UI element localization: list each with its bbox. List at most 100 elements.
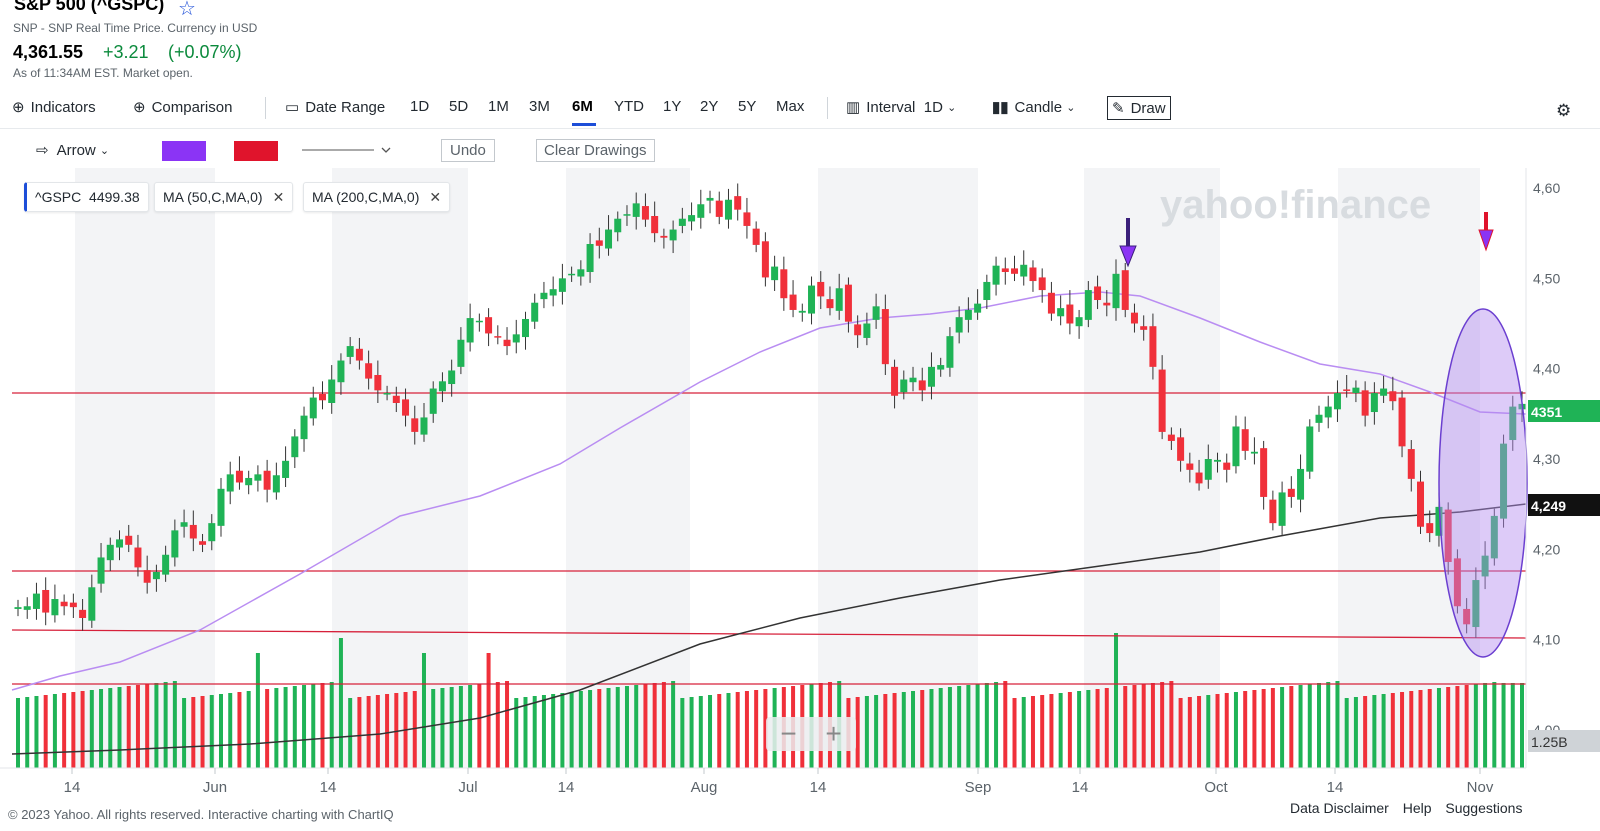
draw-button[interactable]: ✎ Draw bbox=[1107, 96, 1171, 120]
volume-bar bbox=[911, 691, 916, 768]
candle bbox=[1057, 295, 1065, 326]
chevron-down-icon: ⌄ bbox=[99, 144, 110, 157]
candle bbox=[918, 367, 926, 402]
volume-bar bbox=[892, 693, 897, 768]
close-icon[interactable]: ✕ bbox=[272, 188, 285, 205]
range-1m[interactable]: 1M bbox=[488, 98, 509, 115]
candle bbox=[577, 260, 585, 286]
volume-bar bbox=[1280, 687, 1285, 768]
candle bbox=[974, 289, 982, 320]
volume-bar bbox=[43, 695, 48, 768]
chevron-down-icon: ⌄ bbox=[947, 101, 957, 114]
settings-gear-icon[interactable]: ⚙ bbox=[1556, 101, 1572, 120]
candle bbox=[946, 327, 954, 377]
price-change-percent: (+0.07%) bbox=[168, 42, 242, 62]
candle bbox=[835, 273, 843, 320]
legend-symbol-chip[interactable]: ^GSPC 4499.38 bbox=[24, 182, 149, 212]
range-6m[interactable]: 6M bbox=[572, 98, 593, 115]
candle bbox=[374, 360, 382, 403]
volume-bar bbox=[1344, 698, 1349, 768]
drawing-tool-dropdown[interactable]: ⇨ Arrow ⌄ bbox=[36, 141, 110, 160]
legend-symbol-value: 4499.38 bbox=[89, 189, 140, 205]
candle bbox=[1343, 374, 1351, 398]
comparison-button[interactable]: ⊕ Comparison bbox=[133, 98, 232, 117]
range-2y[interactable]: 2Y bbox=[700, 98, 719, 115]
volume-bar bbox=[200, 696, 205, 768]
drawn-ellipse[interactable] bbox=[1438, 308, 1528, 658]
candle bbox=[521, 311, 529, 350]
help-link[interactable]: Help bbox=[1402, 800, 1432, 816]
close-icon[interactable]: ✕ bbox=[429, 188, 442, 205]
volume-bar bbox=[938, 688, 943, 768]
candle bbox=[14, 599, 22, 617]
range-5y[interactable]: 5Y bbox=[738, 98, 757, 115]
candle bbox=[558, 263, 566, 305]
x-axis: 14 Jun 14 Jul 14 Aug 14 Sep 14 Oct 14 Nov bbox=[0, 767, 1526, 796]
candle bbox=[355, 337, 363, 370]
candle bbox=[263, 459, 271, 503]
indicators-button[interactable]: ⊕ Indicators bbox=[12, 98, 96, 117]
range-1y[interactable]: 1Y bbox=[663, 98, 682, 115]
volume-bar bbox=[495, 682, 500, 768]
zoom-in-button[interactable]: + bbox=[825, 718, 842, 749]
candle bbox=[706, 190, 714, 214]
fill-color-swatch[interactable] bbox=[162, 141, 206, 161]
volume-bar bbox=[1095, 689, 1100, 768]
chart-type-dropdown[interactable]: ▮▮ Candle ⌄ bbox=[992, 98, 1075, 117]
x-tick-label: Sep bbox=[965, 779, 992, 796]
volume-bar bbox=[486, 653, 491, 768]
price-chart[interactable]: yahoo!finance 4,60 4,50 4,40 4,30 4,20 4,10 4,… bbox=[0, 168, 1600, 800]
pencil-icon: ✎ bbox=[1112, 100, 1125, 117]
undo-button[interactable]: Undo bbox=[441, 139, 495, 162]
candle bbox=[854, 315, 862, 348]
range-max[interactable]: Max bbox=[776, 98, 805, 115]
line-color-swatch[interactable] bbox=[234, 141, 278, 161]
data-disclaimer-link[interactable]: Data Disclaimer bbox=[1290, 800, 1389, 816]
volume-bar bbox=[357, 697, 362, 768]
range-3m[interactable]: 3M bbox=[529, 98, 550, 115]
volume-bar bbox=[1289, 686, 1294, 768]
candle bbox=[318, 381, 326, 410]
range-ytd[interactable]: YTD bbox=[614, 98, 644, 115]
candle bbox=[1269, 490, 1277, 531]
zoom-out-button[interactable]: − bbox=[780, 718, 797, 749]
volume-bar bbox=[209, 695, 214, 768]
y-tick-label: 4,30 bbox=[1533, 451, 1560, 467]
range-5d[interactable]: 5D bbox=[449, 98, 469, 115]
candle bbox=[115, 530, 123, 561]
volume-bar bbox=[292, 686, 297, 768]
date-range-button[interactable]: ▭ Date Range bbox=[285, 98, 385, 117]
candle-icon: ▮▮ bbox=[992, 99, 1009, 116]
suggestions-link[interactable]: Suggestions bbox=[1445, 800, 1523, 816]
candle bbox=[1444, 502, 1452, 575]
drawn-arrow-red[interactable] bbox=[1478, 212, 1494, 252]
copyright-text: © 2023 Yahoo. All rights reserved. Inter… bbox=[8, 807, 394, 822]
clear-drawings-button[interactable]: Clear Drawings bbox=[536, 139, 655, 162]
volume-bar bbox=[274, 688, 279, 768]
volume-bar bbox=[1178, 698, 1183, 768]
interval-dropdown[interactable]: ▥ Interval 1D ⌄ bbox=[846, 98, 957, 117]
candle bbox=[1177, 428, 1185, 472]
range-1d[interactable]: 1D bbox=[410, 98, 430, 115]
candle bbox=[1232, 415, 1240, 474]
volume-bar bbox=[920, 690, 925, 768]
x-tick-label: 14 bbox=[810, 779, 827, 796]
candle bbox=[1112, 259, 1120, 321]
legend-ma50-chip[interactable]: MA (50,C,MA,0) ✕ bbox=[154, 182, 294, 212]
legend-ma200-chip[interactable]: MA (200,C,MA,0) ✕ bbox=[303, 182, 451, 212]
page-title: S&P 500 (^GSPC) bbox=[14, 0, 165, 14]
horizontal-drawn-lines[interactable] bbox=[11, 392, 1527, 685]
volume-bar bbox=[689, 697, 694, 768]
line-style-dropdown[interactable] bbox=[302, 142, 396, 160]
watchlist-star-icon[interactable]: ☆ bbox=[178, 0, 196, 20]
volume-bar bbox=[966, 685, 971, 768]
candle bbox=[383, 385, 391, 401]
candle bbox=[402, 388, 410, 427]
drawn-horizontal-line[interactable] bbox=[11, 629, 1527, 639]
volume-badge: 1.25B bbox=[1528, 730, 1600, 752]
volume-bar bbox=[265, 689, 270, 768]
drawn-arrow-purple[interactable] bbox=[1119, 218, 1137, 268]
volume-bar bbox=[246, 691, 251, 768]
candle bbox=[632, 192, 640, 230]
volume-bar bbox=[1363, 696, 1368, 768]
